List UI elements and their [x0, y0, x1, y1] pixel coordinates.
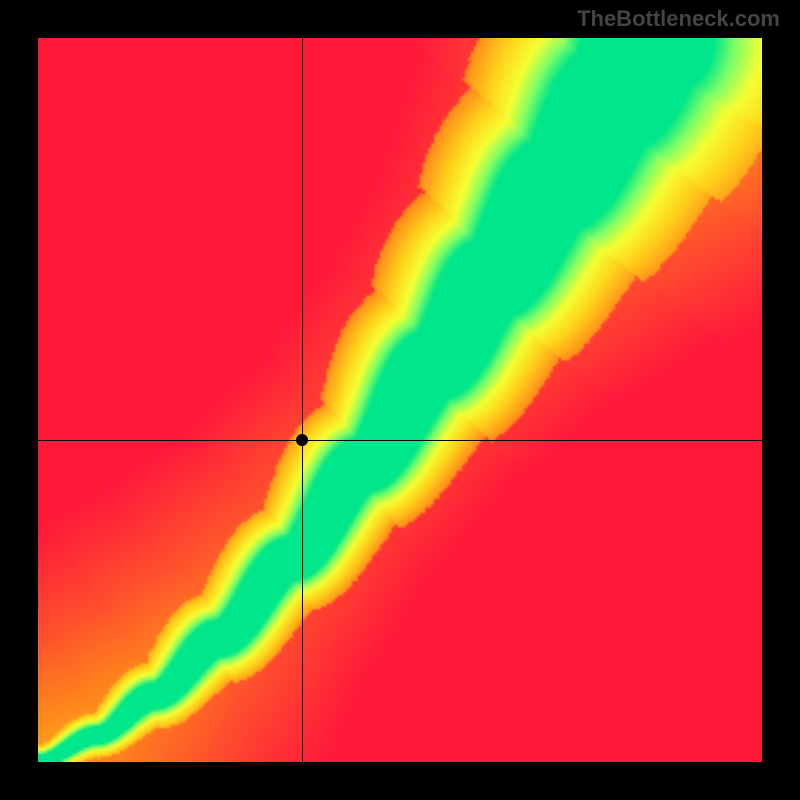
heatmap-canvas	[38, 38, 762, 762]
marker-dot	[296, 434, 308, 446]
watermark-text: TheBottleneck.com	[577, 6, 780, 32]
heatmap-plot-area	[38, 38, 762, 762]
crosshair-vertical	[302, 38, 303, 762]
crosshair-horizontal	[38, 440, 762, 441]
